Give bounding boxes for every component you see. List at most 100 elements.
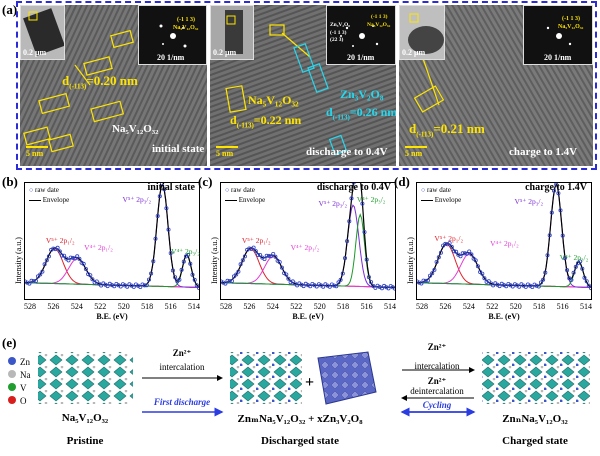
x-tick-label: 528 — [416, 302, 428, 311]
raw-data-point — [504, 284, 509, 289]
tem-image-discharge: 0.2 μm Zn₃V₂O₈ (-1 1 3) (-1 1 3) (22 3) … — [210, 5, 396, 166]
raw-data-point — [25, 280, 30, 285]
raw-data-point — [264, 253, 269, 258]
state-label: initial state — [152, 143, 205, 155]
raw-data-point — [458, 254, 463, 259]
raw-data-point — [321, 284, 326, 289]
xps-plot-area: ○ raw date Envelope initial state V⁵⁺ 2p₁/… — [24, 182, 200, 300]
raw-data-point — [142, 283, 147, 288]
raw-data-point — [497, 284, 502, 289]
x-tick-label: 516 — [556, 302, 569, 311]
raw-data-point — [351, 183, 356, 185]
raw-data-point — [336, 280, 341, 285]
raw-data-point — [523, 284, 528, 289]
atom-legend-na: Na — [8, 365, 31, 383]
raw-data-point — [223, 281, 228, 286]
raw-data-point — [157, 194, 162, 199]
raw-data-point — [582, 275, 587, 280]
raw-data-point — [543, 270, 548, 275]
raw-data-point — [75, 254, 80, 259]
fft-label: (-1 1 3) — [371, 14, 388, 20]
xps-title: charge to 1.4V — [525, 182, 587, 193]
phase-label: Na₅V₁₂O₃₂ — [112, 123, 159, 135]
raw-data-point — [44, 258, 49, 263]
scale-bar — [216, 146, 238, 148]
x-tick-label: 520 — [117, 302, 130, 311]
raw-data-point — [573, 264, 578, 269]
raw-data-point — [366, 275, 371, 280]
raw-data-point — [94, 279, 99, 284]
arrow1-intercalation-label: intercalation — [159, 362, 205, 372]
raw-data-point — [417, 280, 422, 285]
raw-data-point — [308, 284, 313, 289]
raw-data-point — [77, 256, 82, 261]
raw-data-point — [530, 285, 535, 290]
inset-scale-bar: 0.2 μm — [23, 48, 47, 57]
raw-data-point — [571, 270, 576, 275]
arrow2-ion-label: Zn²⁺ — [427, 342, 447, 352]
tem-image-charge: 0.2 μm (-1 1 3) Na₅V₁₂O₃₂ 20 1/nm d(-113… — [399, 5, 593, 166]
scale-bar-label: 5 nm — [405, 149, 423, 158]
x-tick-label: 522 — [94, 302, 107, 311]
raw-data-point — [443, 241, 448, 246]
raw-data-point — [31, 279, 36, 284]
raw-data-point — [290, 279, 295, 284]
raw-data-point — [253, 249, 258, 254]
legend-envelope: Envelope — [421, 196, 461, 204]
fft-label: Na₅V₁₂O₃₂ — [173, 25, 199, 31]
scale-bar-label: 5 nm — [216, 149, 234, 158]
raw-data-point — [225, 278, 230, 283]
scale-bar — [26, 146, 48, 148]
raw-data-point — [432, 267, 437, 272]
raw-data-point — [480, 271, 485, 276]
x-tick-label: 526 — [47, 302, 60, 311]
x-tick-label: 524 — [462, 302, 475, 311]
x-tick-label: 524 — [70, 302, 83, 311]
raw-data-point — [279, 265, 284, 270]
raw-data-point — [343, 256, 348, 261]
raw-data-point — [269, 254, 274, 259]
raw-data-point — [118, 284, 123, 289]
pristine-structure — [38, 352, 133, 404]
raw-data-point — [168, 251, 173, 256]
raw-data-point — [430, 271, 435, 276]
state-pristine: Pristine — [66, 435, 104, 447]
x-axis-label: B.E. (eV) — [96, 312, 128, 321]
raw-data-point — [427, 273, 432, 278]
raw-data-point — [164, 206, 169, 211]
xps-panel-label: (b) — [2, 174, 18, 189]
fft-label: (-1 1 3) — [177, 17, 195, 23]
raw-data-point — [81, 261, 86, 266]
xps-panel: (d) ○ raw date Envelope charge to 1.4V V⁵⁺ … — [394, 172, 592, 332]
charged-structure — [482, 352, 590, 404]
atom-legend-zn: Zn — [8, 352, 30, 370]
legend-raw: ○ raw date — [421, 186, 451, 194]
state-label: discharge to 0.4V — [306, 146, 388, 158]
raw-data-point — [534, 283, 539, 288]
raw-data-point — [238, 262, 243, 267]
zn-atom-icon — [8, 357, 16, 366]
raw-data-point — [436, 255, 441, 260]
raw-data-point — [155, 213, 160, 218]
d-spacing-label: d(-113)=0.22 nm — [230, 113, 302, 130]
raw-data-point — [345, 239, 350, 244]
x-axis-label: B.E. (eV) — [488, 312, 520, 321]
first-discharge-label: First discharge — [153, 397, 211, 407]
legend-envelope-label: Envelope — [434, 196, 462, 204]
raw-data-point — [549, 210, 554, 215]
raw-data-point — [295, 283, 300, 288]
raw-data-point — [482, 276, 487, 281]
d-spacing-label: d(-113)=0.20 nm — [62, 73, 138, 91]
raw-data-point — [347, 219, 352, 224]
raw-data-point — [29, 278, 34, 283]
phase-label: Zn₃V₂O₈ — [340, 87, 384, 101]
y-axis-label: Intensity (a.u.) — [406, 237, 415, 284]
raw-data-point — [584, 279, 589, 284]
raw-data-point — [314, 284, 319, 289]
raw-data-point — [131, 284, 136, 289]
peak-label: V⁵⁺ 2p₁/₂ — [241, 236, 271, 246]
raw-data-point — [484, 279, 489, 284]
raw-data-point — [66, 258, 71, 263]
raw-data-point — [465, 251, 470, 256]
raw-data-point — [144, 283, 149, 288]
